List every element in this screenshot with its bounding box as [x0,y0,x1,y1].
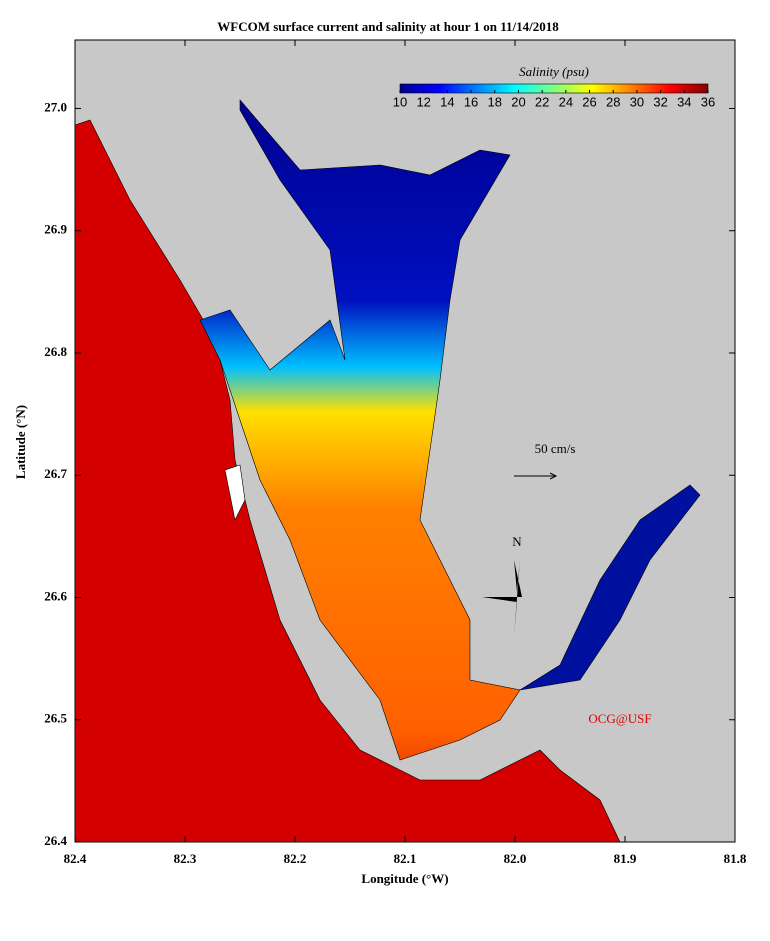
x-tick-label: 82.2 [284,851,307,866]
x-tick-label: 82.3 [174,851,197,866]
y-tick-label: 26.8 [44,344,67,359]
colorbar-tick-label: 14 [440,94,454,109]
colorbar-tick-label: 18 [488,94,502,109]
x-tick-label: 82.4 [64,851,87,866]
colorbar-title: Salinity (psu) [519,64,589,79]
scale-arrow-head [549,472,558,480]
gulf-water [74,119,621,843]
x-tick-label: 81.8 [724,851,747,866]
y-tick-label: 26.4 [44,833,67,848]
scale-label: 50 cm/s [535,441,576,456]
y-tick-label: 27.0 [44,99,67,114]
y-tick-label: 26.9 [44,222,67,237]
compass-label: N [512,534,522,549]
y-tick-label: 26.7 [44,466,67,481]
colorbar-tick-label: 22 [535,94,549,109]
colorbar-tick-label: 16 [464,94,478,109]
x-tick-label: 82.0 [504,851,527,866]
colorbar-tick-label: 30 [630,94,644,109]
island [224,464,246,521]
y-tick-label: 26.5 [44,711,67,726]
x-tick-label: 82.1 [394,851,417,866]
credit: OCG@USF [588,711,651,726]
x-axis-label: Longitude (°W) [361,871,448,886]
colorbar-tick-label: 12 [416,94,430,109]
x-tick-label: 81.9 [614,851,637,866]
colorbar-tick-label: 36 [701,94,715,109]
compass-rose [482,560,548,636]
colorbar-tick-label: 20 [511,94,525,109]
colorbar-tick-label: 26 [582,94,596,109]
colorbar-tick-label: 32 [653,94,667,109]
y-axis-label: Latitude (°N) [13,405,28,479]
colorbar-tick-label: 24 [559,94,573,109]
harbor-water [199,99,521,761]
colorbar-tick-label: 28 [606,94,620,109]
river-water [519,484,701,691]
map-title: WFCOM surface current and salinity at ho… [217,19,559,34]
y-tick-label: 26.6 [44,588,67,603]
colorbar-tick-label: 10 [393,94,407,109]
colorbar-tick-label: 34 [677,94,691,109]
colorbar [399,83,709,94]
